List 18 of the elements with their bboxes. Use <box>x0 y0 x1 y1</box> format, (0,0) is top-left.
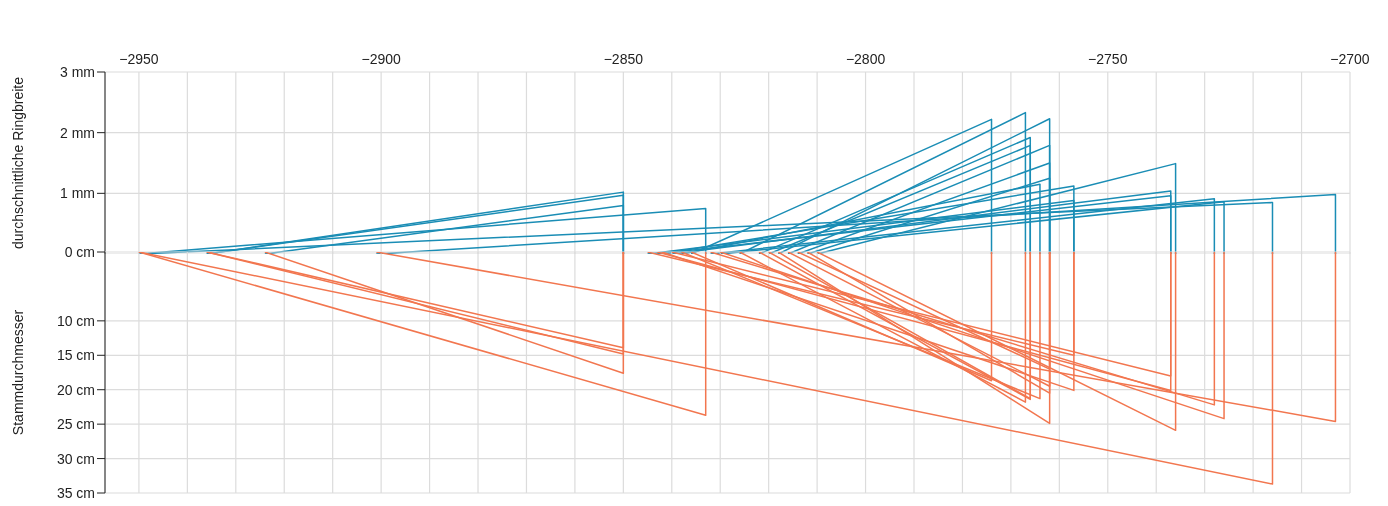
y-tick-label: 30 cm <box>56 450 95 467</box>
y-tick-label: 15 cm <box>56 347 95 364</box>
y-axis-title: Stammdurchmesser <box>9 309 26 436</box>
y-tick-label: 20 cm <box>56 381 95 398</box>
y-tick-label: 10 cm <box>56 312 95 329</box>
x-tick-label: −2800 <box>845 51 886 67</box>
x-tick-label: −2850 <box>603 51 644 67</box>
x-tick-label: −2900 <box>361 51 401 67</box>
y-axis-title: durchschnittliche Ringbreite <box>9 76 26 249</box>
x-tick-label: −2700 <box>1330 51 1370 67</box>
y-tick-label: 0 cm <box>64 243 95 260</box>
y-tick-label: 2 mm <box>60 124 95 141</box>
x-tick-label: −2750 <box>1088 51 1128 67</box>
y-tick-label: 1 mm <box>60 185 95 202</box>
y-tick-label: 25 cm <box>56 416 95 433</box>
y-tick-label: 3 mm <box>60 63 95 80</box>
y-tick-label: 35 cm <box>56 484 95 501</box>
x-tick-label: −2950 <box>119 51 159 67</box>
